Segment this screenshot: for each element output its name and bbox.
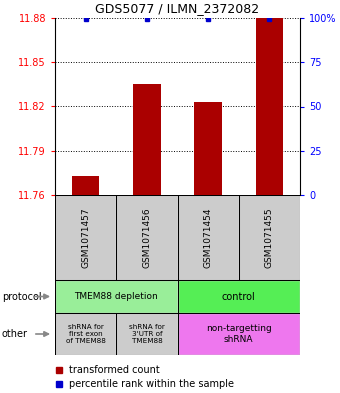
Bar — [116, 195, 177, 280]
Text: shRNA for
3'UTR of
TMEM88: shRNA for 3'UTR of TMEM88 — [129, 324, 165, 344]
Text: GSM1071454: GSM1071454 — [204, 207, 212, 268]
Text: non-targetting
shRNA: non-targetting shRNA — [206, 324, 272, 344]
Bar — [239, 195, 300, 280]
Bar — [177, 195, 239, 280]
Bar — [55, 313, 116, 355]
Text: GSM1071456: GSM1071456 — [142, 207, 151, 268]
Bar — [194, 102, 222, 195]
Text: percentile rank within the sample: percentile rank within the sample — [69, 378, 234, 389]
Bar — [256, 18, 283, 195]
Bar — [177, 313, 300, 355]
Text: GSM1071455: GSM1071455 — [265, 207, 274, 268]
Title: GDS5077 / ILMN_2372082: GDS5077 / ILMN_2372082 — [96, 2, 259, 15]
Text: control: control — [222, 292, 256, 301]
Bar — [72, 176, 99, 195]
Bar — [55, 280, 177, 313]
Text: other: other — [2, 329, 28, 339]
Bar — [133, 84, 161, 195]
Text: GSM1071457: GSM1071457 — [81, 207, 90, 268]
Text: protocol: protocol — [2, 292, 41, 301]
Bar — [55, 195, 116, 280]
Text: TMEM88 depletion: TMEM88 depletion — [74, 292, 158, 301]
Bar — [177, 280, 300, 313]
Text: shRNA for
first exon
of TMEM88: shRNA for first exon of TMEM88 — [66, 324, 105, 344]
Bar — [116, 313, 177, 355]
Text: transformed count: transformed count — [69, 365, 160, 375]
